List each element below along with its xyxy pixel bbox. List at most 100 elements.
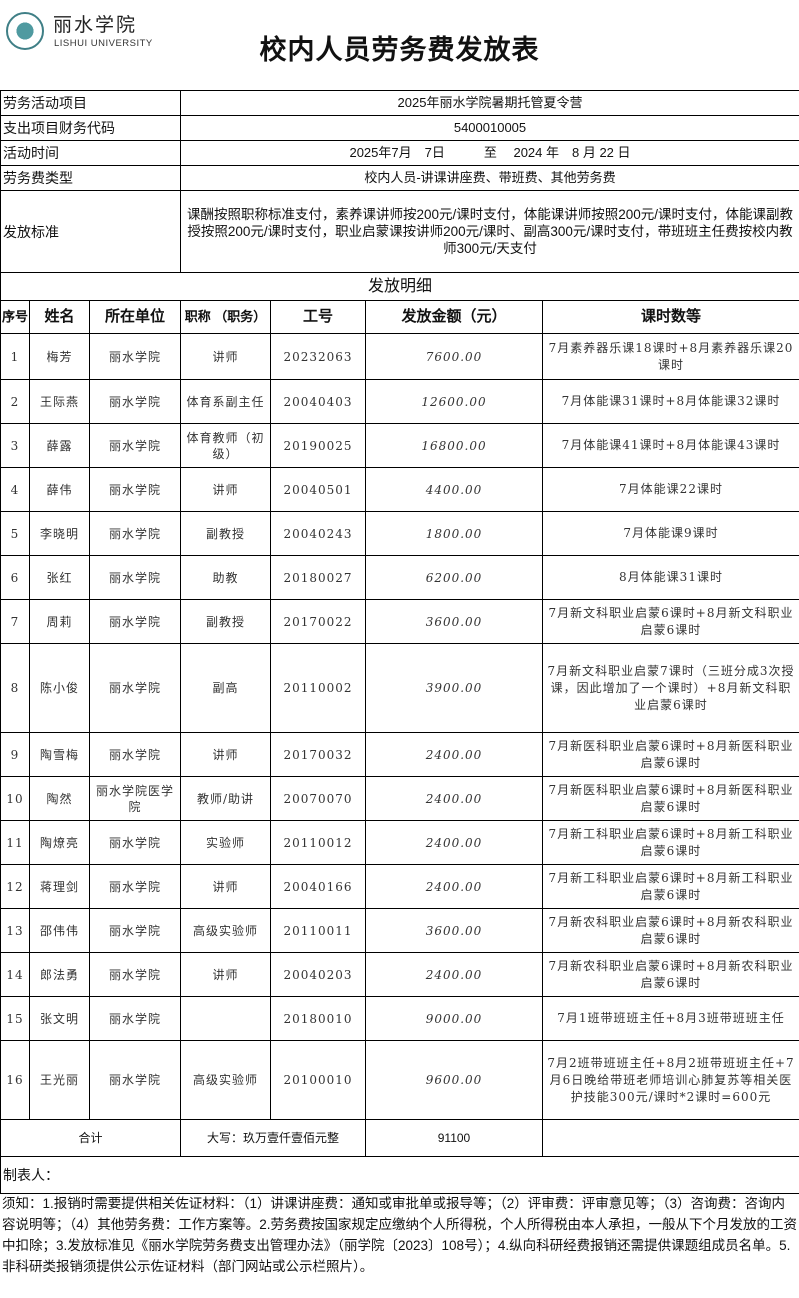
unit-cell[interactable]: 丽水学院 — [89, 555, 181, 600]
unit-cell[interactable]: 丽水学院 — [89, 599, 181, 644]
amount-cell[interactable]: 7600.00 — [365, 333, 543, 380]
person-name-cell[interactable]: 薛露 — [29, 423, 90, 468]
person-name-cell[interactable]: 王光丽 — [29, 1040, 90, 1120]
job-title-cell[interactable]: 教师/助讲 — [180, 776, 271, 821]
row-number-cell[interactable]: 11 — [0, 820, 30, 865]
row-number-cell[interactable]: 12 — [0, 864, 30, 909]
hours-cell[interactable]: 7月体能课22课时 — [542, 467, 799, 512]
job-title-cell[interactable] — [180, 996, 271, 1041]
job-title-cell[interactable]: 讲师 — [180, 732, 271, 777]
unit-cell[interactable]: 丽水学院 — [89, 379, 181, 424]
hours-cell[interactable]: 7月新医科职业启蒙6课时+8月新医科职业启蒙6课时 — [542, 732, 799, 777]
staff-id-cell[interactable]: 20170022 — [270, 599, 366, 644]
amount-cell[interactable]: 6200.00 — [365, 555, 543, 600]
amount-cell[interactable]: 3600.00 — [365, 599, 543, 644]
staff-id-cell[interactable]: 20040203 — [270, 952, 366, 997]
staff-id-cell[interactable]: 20180027 — [270, 555, 366, 600]
person-name-cell[interactable]: 李晓明 — [29, 511, 90, 556]
job-title-cell[interactable]: 副教授 — [180, 599, 271, 644]
staff-id-cell[interactable]: 20070070 — [270, 776, 366, 821]
staff-id-cell[interactable]: 20110011 — [270, 908, 366, 953]
unit-cell[interactable]: 丽水学院 — [89, 423, 181, 468]
hours-cell[interactable]: 8月体能课31课时 — [542, 555, 799, 600]
person-name-cell[interactable]: 陶燎亮 — [29, 820, 90, 865]
row-number-cell[interactable]: 15 — [0, 996, 30, 1041]
amount-cell[interactable]: 16800.00 — [365, 423, 543, 468]
hours-cell[interactable]: 7月体能课41课时+8月体能课43课时 — [542, 423, 799, 468]
job-title-cell[interactable]: 实验师 — [180, 820, 271, 865]
unit-cell[interactable]: 丽水学院 — [89, 1040, 181, 1120]
person-name-cell[interactable]: 陶雪梅 — [29, 732, 90, 777]
job-title-cell[interactable]: 体育教师（初级） — [180, 423, 271, 468]
job-title-cell[interactable]: 讲师 — [180, 467, 271, 512]
unit-cell[interactable]: 丽水学院 — [89, 643, 181, 733]
hours-cell[interactable]: 7月新农科职业启蒙6课时+8月新农科职业启蒙6课时 — [542, 908, 799, 953]
hours-cell[interactable]: 7月新文科职业启蒙7课时（三班分成3次授课，因此增加了一个课时）+8月新文科职业… — [542, 643, 799, 733]
row-number-cell[interactable]: 5 — [0, 511, 30, 556]
staff-id-cell[interactable]: 20040166 — [270, 864, 366, 909]
maker-label[interactable]: 制表人： — [0, 1156, 799, 1194]
amount-cell[interactable]: 12600.00 — [365, 379, 543, 424]
staff-id-cell[interactable]: 20040501 — [270, 467, 366, 512]
hours-cell[interactable]: 7月新文科职业启蒙6课时+8月新文科职业启蒙6课时 — [542, 599, 799, 644]
amount-cell[interactable]: 2400.00 — [365, 952, 543, 997]
job-title-cell[interactable]: 助教 — [180, 555, 271, 600]
row-number-cell[interactable]: 14 — [0, 952, 30, 997]
row-number-cell[interactable]: 13 — [0, 908, 30, 953]
amount-cell[interactable]: 9600.00 — [365, 1040, 543, 1120]
person-name-cell[interactable]: 陈小俊 — [29, 643, 90, 733]
total-empty-cell[interactable] — [542, 1119, 799, 1157]
row-number-cell[interactable]: 7 — [0, 599, 30, 644]
staff-id-cell[interactable]: 20040243 — [270, 511, 366, 556]
person-name-cell[interactable]: 蒋理剑 — [29, 864, 90, 909]
project-value[interactable]: 2025年丽水学院暑期托管夏令营 — [180, 90, 799, 116]
staff-id-cell[interactable]: 20190025 — [270, 423, 366, 468]
staff-id-cell[interactable]: 20100010 — [270, 1040, 366, 1120]
job-title-cell[interactable]: 体育系副主任 — [180, 379, 271, 424]
person-name-cell[interactable]: 陶然 — [29, 776, 90, 821]
amount-cell[interactable]: 4400.00 — [365, 467, 543, 512]
unit-cell[interactable]: 丽水学院 — [89, 467, 181, 512]
hours-cell[interactable]: 7月1班带班班主任+8月3班带班班主任 — [542, 996, 799, 1041]
row-number-cell[interactable]: 1 — [0, 333, 30, 380]
row-number-cell[interactable]: 16 — [0, 1040, 30, 1120]
unit-cell[interactable]: 丽水学院医学院 — [89, 776, 181, 821]
job-title-cell[interactable]: 高级实验师 — [180, 908, 271, 953]
total-amount[interactable]: 91100 — [365, 1119, 543, 1157]
unit-cell[interactable]: 丽水学院 — [89, 996, 181, 1041]
unit-cell[interactable]: 丽水学院 — [89, 908, 181, 953]
row-number-cell[interactable]: 10 — [0, 776, 30, 821]
row-number-cell[interactable]: 3 — [0, 423, 30, 468]
finance-code-value[interactable]: 5400010005 — [180, 115, 799, 141]
staff-id-cell[interactable]: 20110002 — [270, 643, 366, 733]
person-name-cell[interactable]: 张文明 — [29, 996, 90, 1041]
fee-type-value[interactable]: 校内人员-讲课讲座费、带班费、其他劳务费 — [180, 165, 799, 191]
staff-id-cell[interactable]: 20170032 — [270, 732, 366, 777]
unit-cell[interactable]: 丽水学院 — [89, 732, 181, 777]
staff-id-cell[interactable]: 20180010 — [270, 996, 366, 1041]
hours-cell[interactable]: 7月新医科职业启蒙6课时+8月新医科职业启蒙6课时 — [542, 776, 799, 821]
row-number-cell[interactable]: 8 — [0, 643, 30, 733]
person-name-cell[interactable]: 邵伟伟 — [29, 908, 90, 953]
amount-cell[interactable]: 2400.00 — [365, 732, 543, 777]
row-number-cell[interactable]: 9 — [0, 732, 30, 777]
amount-cell[interactable]: 3600.00 — [365, 908, 543, 953]
amount-cell[interactable]: 3900.00 — [365, 643, 543, 733]
person-name-cell[interactable]: 张红 — [29, 555, 90, 600]
person-name-cell[interactable]: 王际燕 — [29, 379, 90, 424]
job-title-cell[interactable]: 副高 — [180, 643, 271, 733]
unit-cell[interactable]: 丽水学院 — [89, 820, 181, 865]
hours-cell[interactable]: 7月体能课9课时 — [542, 511, 799, 556]
person-name-cell[interactable]: 周莉 — [29, 599, 90, 644]
job-title-cell[interactable]: 副教授 — [180, 511, 271, 556]
hours-cell[interactable]: 7月2班带班班主任+8月2班带班班主任+7月6日晚给带班老师培训心肺复苏等相关医… — [542, 1040, 799, 1120]
standard-value[interactable]: 课酬按照职称标准支付，素养课讲师按200元/课时支付，体能课讲师按照200元/课… — [180, 190, 799, 273]
hours-cell[interactable]: 7月新农科职业启蒙6课时+8月新农科职业启蒙6课时 — [542, 952, 799, 997]
hours-cell[interactable]: 7月素养器乐课18课时+8月素养器乐课20课时 — [542, 333, 799, 380]
staff-id-cell[interactable]: 20040403 — [270, 379, 366, 424]
row-number-cell[interactable]: 4 — [0, 467, 30, 512]
row-number-cell[interactable]: 6 — [0, 555, 30, 600]
total-in-words[interactable]: 大写：玖万壹仟壹佰元整 — [180, 1119, 366, 1157]
hours-cell[interactable]: 7月新工科职业启蒙6课时+8月新工科职业启蒙6课时 — [542, 820, 799, 865]
unit-cell[interactable]: 丽水学院 — [89, 864, 181, 909]
